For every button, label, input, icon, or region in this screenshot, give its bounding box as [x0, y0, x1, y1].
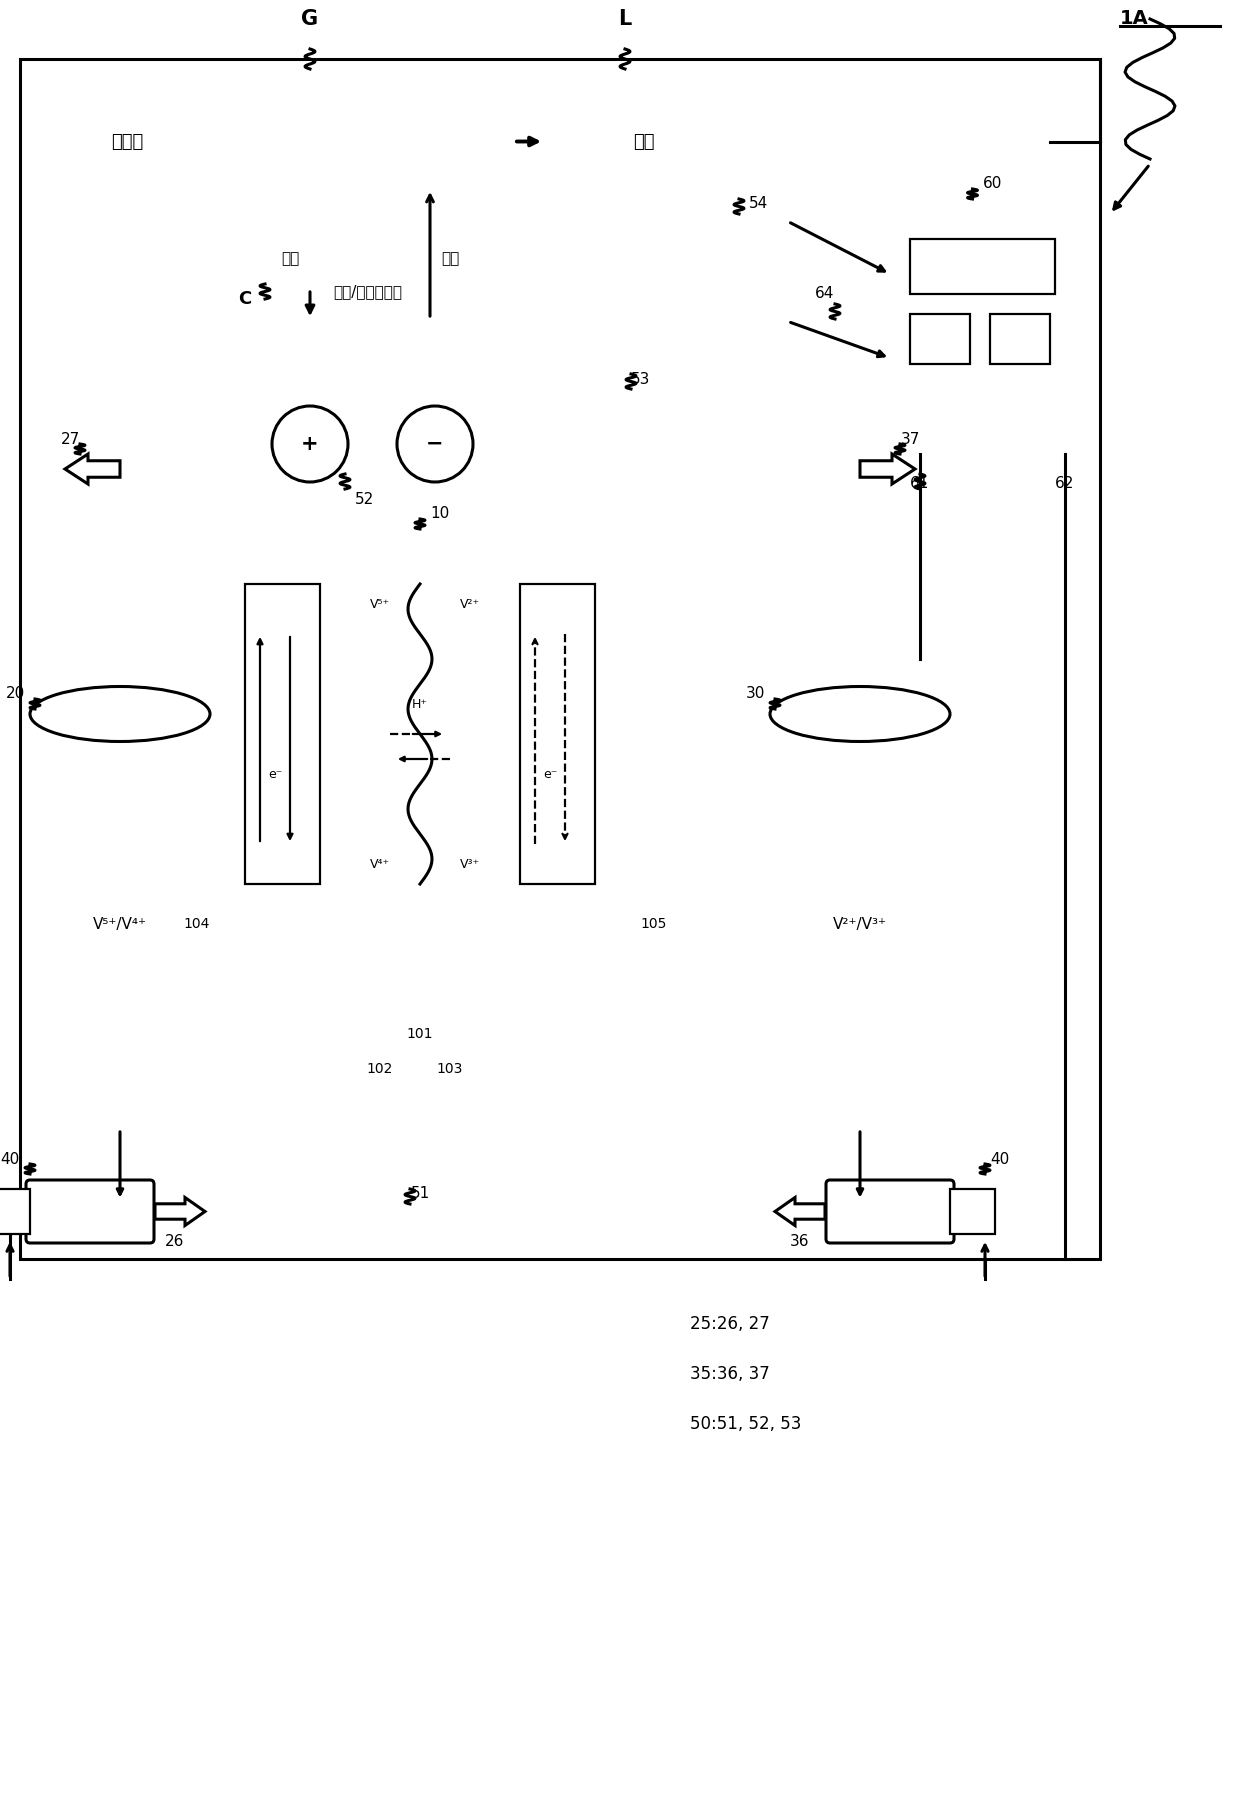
- Bar: [30, 715, 210, 1134]
- Text: 30: 30: [745, 686, 765, 702]
- Text: 101: 101: [407, 1027, 433, 1041]
- Text: V²⁺/V³⁺: V²⁺/V³⁺: [833, 916, 887, 932]
- Text: H⁺: H⁺: [412, 698, 428, 711]
- Text: C: C: [238, 290, 252, 308]
- Text: 40: 40: [991, 1152, 1009, 1166]
- Bar: [180, 249, 556, 334]
- Bar: [990, 314, 1050, 365]
- Bar: [910, 239, 1055, 294]
- Text: 105: 105: [640, 918, 666, 931]
- Text: L: L: [619, 9, 631, 29]
- Text: 104: 104: [184, 918, 210, 931]
- FancyBboxPatch shape: [26, 1179, 154, 1243]
- Text: 103: 103: [436, 1061, 464, 1076]
- Bar: [890, 214, 1075, 454]
- Text: 交流/直流转换器: 交流/直流转换器: [334, 285, 402, 299]
- Text: 40: 40: [0, 1152, 20, 1166]
- FancyArrow shape: [775, 1197, 825, 1226]
- Bar: [200, 553, 640, 914]
- Text: 54: 54: [749, 196, 769, 212]
- Text: 放电: 放电: [441, 252, 459, 267]
- Text: V⁵⁺: V⁵⁺: [370, 597, 391, 611]
- Bar: [219, 974, 620, 1054]
- Bar: [544, 94, 744, 189]
- Bar: [950, 1188, 994, 1234]
- Text: e⁻: e⁻: [543, 767, 557, 780]
- Ellipse shape: [770, 1107, 950, 1161]
- Text: V⁴⁺: V⁴⁺: [370, 858, 391, 871]
- Text: 62: 62: [1055, 477, 1075, 492]
- Text: e⁻: e⁻: [268, 767, 283, 780]
- Text: 发电部: 发电部: [112, 132, 144, 151]
- Ellipse shape: [770, 686, 950, 742]
- Bar: [910, 314, 970, 365]
- Ellipse shape: [30, 686, 210, 742]
- FancyArrow shape: [64, 454, 120, 484]
- Text: 负载: 负载: [634, 132, 655, 151]
- Ellipse shape: [30, 1107, 210, 1161]
- FancyArrow shape: [155, 1197, 205, 1226]
- Text: V³⁺: V³⁺: [460, 858, 480, 871]
- Text: 36: 36: [790, 1234, 810, 1250]
- Text: G: G: [301, 9, 319, 29]
- Bar: [30, 94, 224, 189]
- Text: 10: 10: [430, 506, 450, 521]
- Circle shape: [397, 406, 472, 483]
- Bar: [0, 1188, 30, 1234]
- Bar: [20, 60, 1100, 1259]
- Text: 26: 26: [165, 1234, 185, 1250]
- Text: 35:36, 37: 35:36, 37: [689, 1364, 770, 1382]
- Text: 52: 52: [356, 492, 374, 506]
- Text: 1A: 1A: [1120, 9, 1148, 29]
- Bar: [544, 285, 758, 359]
- Bar: [520, 584, 595, 883]
- Circle shape: [272, 406, 348, 483]
- Text: 27: 27: [61, 432, 79, 446]
- Text: 50:51, 52, 53: 50:51, 52, 53: [689, 1415, 801, 1433]
- FancyArrow shape: [861, 454, 915, 484]
- Text: V²⁺: V²⁺: [460, 597, 480, 611]
- Text: 37: 37: [900, 432, 920, 446]
- Text: 25:26, 27: 25:26, 27: [689, 1315, 770, 1333]
- Bar: [270, 1085, 570, 1174]
- Text: 64: 64: [816, 287, 835, 301]
- Text: 61: 61: [910, 477, 930, 492]
- Text: V⁵⁺/V⁴⁺: V⁵⁺/V⁴⁺: [93, 916, 148, 932]
- Text: 60: 60: [983, 176, 1002, 192]
- Bar: [544, 183, 758, 259]
- Text: 充电: 充电: [281, 252, 299, 267]
- Text: 53: 53: [631, 372, 651, 386]
- Text: 20: 20: [6, 686, 25, 702]
- FancyBboxPatch shape: [826, 1179, 954, 1243]
- Bar: [246, 584, 320, 883]
- Bar: [770, 715, 950, 1134]
- Text: 51: 51: [410, 1186, 429, 1201]
- Text: −: −: [427, 434, 444, 454]
- Text: 102: 102: [367, 1061, 393, 1076]
- Text: +: +: [301, 434, 319, 454]
